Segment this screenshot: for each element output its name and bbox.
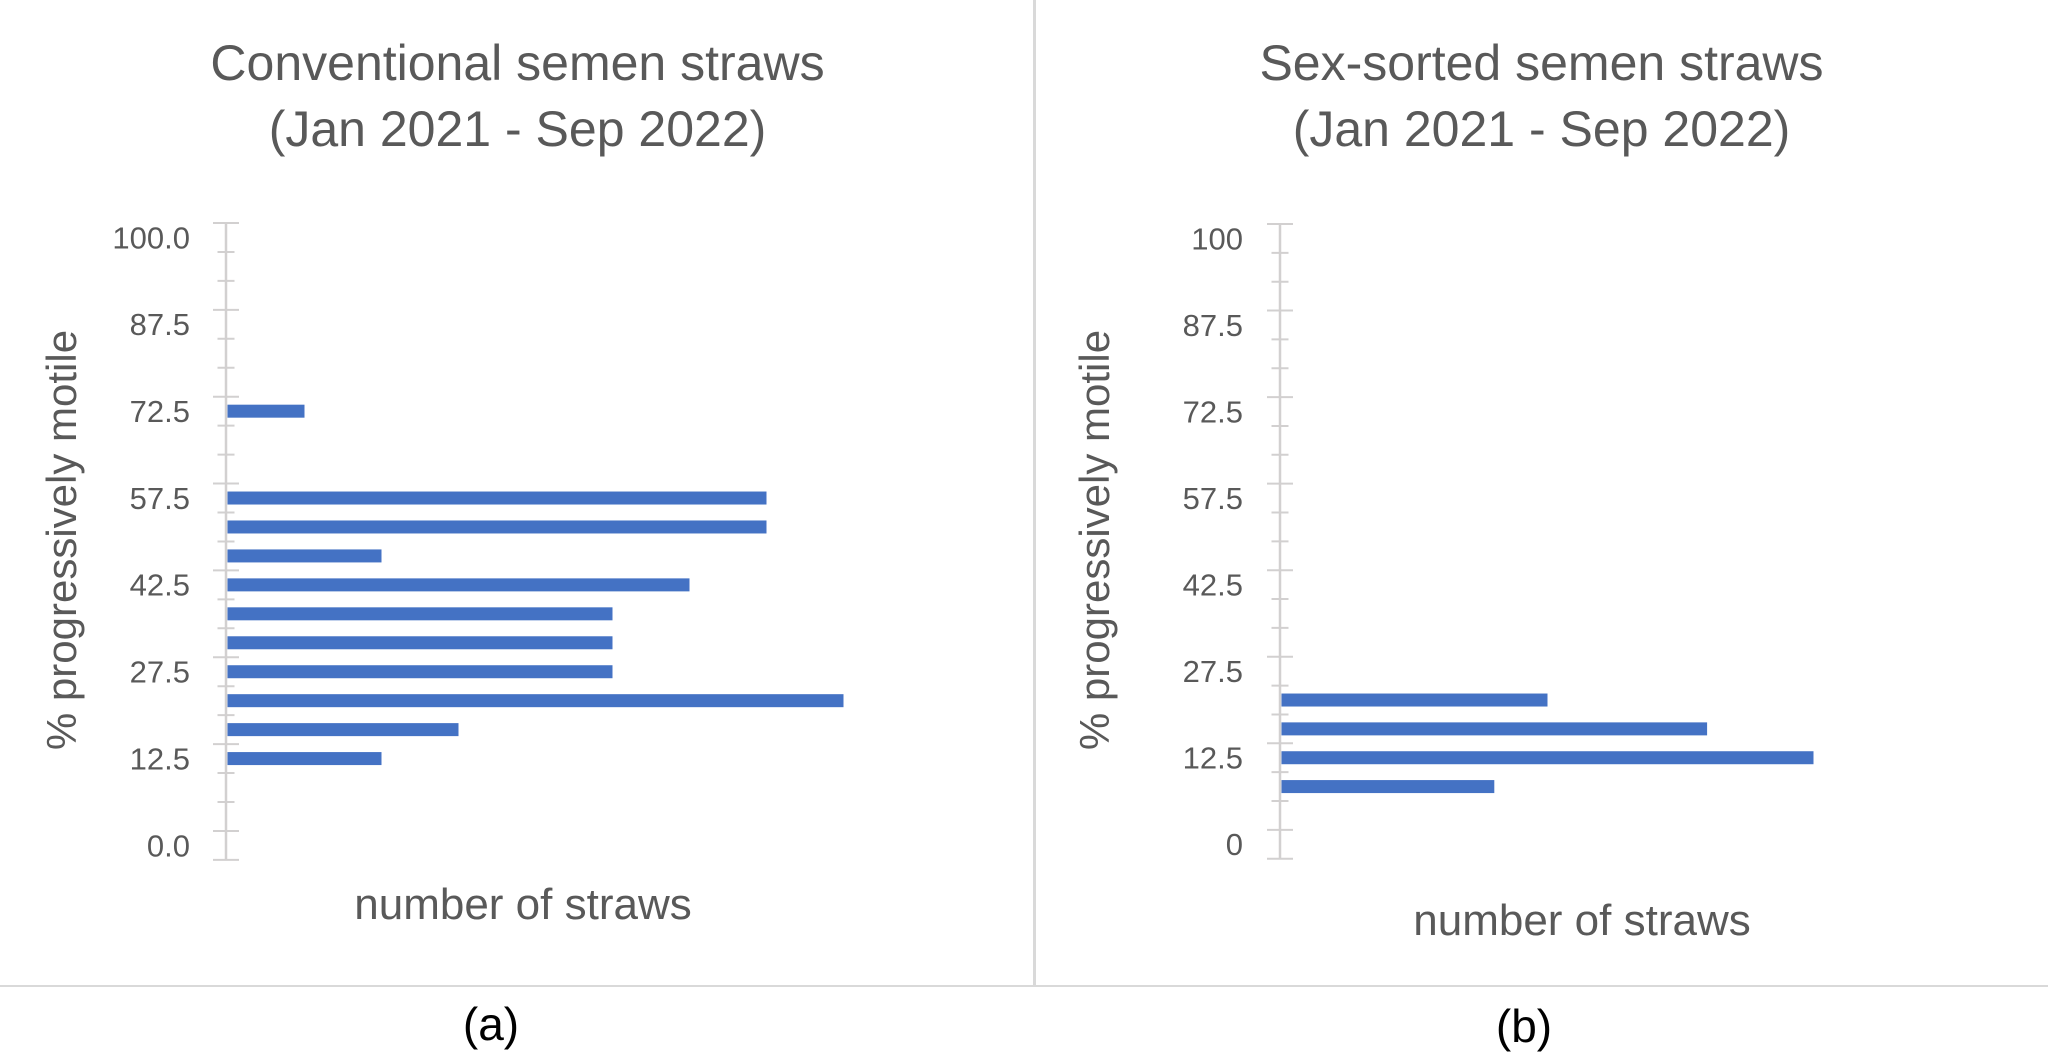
y-tick-label: 27.5 (130, 655, 190, 690)
bar (227, 578, 690, 592)
bar (227, 491, 767, 505)
bar (227, 520, 767, 534)
bar (227, 549, 382, 563)
chart-title: Conventional semen straws (Jan 2021 - Se… (0, 30, 1035, 162)
y-tick-label: 0 (1226, 827, 1243, 862)
y-tick-label: 72.5 (130, 394, 190, 429)
x-axis-title: number of straws (354, 880, 692, 929)
bar (1281, 751, 1814, 765)
bar (227, 694, 844, 708)
y-tick-label: 72.5 (1183, 394, 1243, 429)
panel-bottom-border (0, 985, 2048, 987)
chart-panel-conventional: Conventional semen straws (Jan 2021 - Se… (0, 30, 1035, 1050)
bar (1281, 780, 1495, 794)
bar (227, 723, 459, 737)
chart-title-line2: (Jan 2021 - Sep 2022) (1292, 101, 1791, 157)
chart-panel-sex-sorted: Sex-sorted semen straws (Jan 2021 - Sep … (1035, 0, 2048, 1057)
bar (227, 752, 382, 766)
x-axis-title: number of straws (1413, 896, 1751, 945)
y-tick-label: 12.5 (130, 741, 190, 776)
plot-area: 100 87.5 72.5 57.5 42.5 27.5 12.5 0 (1183, 221, 1814, 862)
y-tick-label: 42.5 (130, 568, 190, 603)
y-tick-label: 27.5 (1183, 654, 1243, 689)
y-tick-label: 100 (1191, 221, 1243, 256)
y-tick-label: 42.5 (1183, 567, 1243, 602)
y-tick-label: 0.0 (147, 828, 190, 863)
bar (227, 404, 305, 418)
bar (1281, 693, 1548, 707)
chart-title-line1: Sex-sorted semen straws (1259, 35, 1824, 91)
y-tick-label: 87.5 (1183, 308, 1243, 343)
plot-area: 100.0 87.5 72.5 57.5 42.5 27.5 12.5 0.0 (112, 220, 844, 863)
panel-caption-b: (b) (1495, 1000, 1553, 1052)
bar (1281, 722, 1708, 736)
chart-title-line2: (Jan 2021 - Sep 2022) (268, 101, 767, 157)
y-tick-label: 100.0 (112, 220, 190, 255)
chart-title: Sex-sorted semen straws (Jan 2021 - Sep … (1035, 30, 2048, 162)
bar (227, 665, 613, 679)
chart-title-line1: Conventional semen straws (210, 35, 825, 91)
panel-divider (1033, 0, 1036, 986)
bar (227, 607, 613, 621)
panel-caption-a: (a) (462, 998, 520, 1050)
y-tick-label: 57.5 (130, 481, 190, 516)
y-tick-label: 57.5 (1183, 481, 1243, 516)
y-tick-label: 87.5 (130, 307, 190, 342)
bar (227, 636, 613, 650)
y-tick-label: 12.5 (1183, 741, 1243, 776)
